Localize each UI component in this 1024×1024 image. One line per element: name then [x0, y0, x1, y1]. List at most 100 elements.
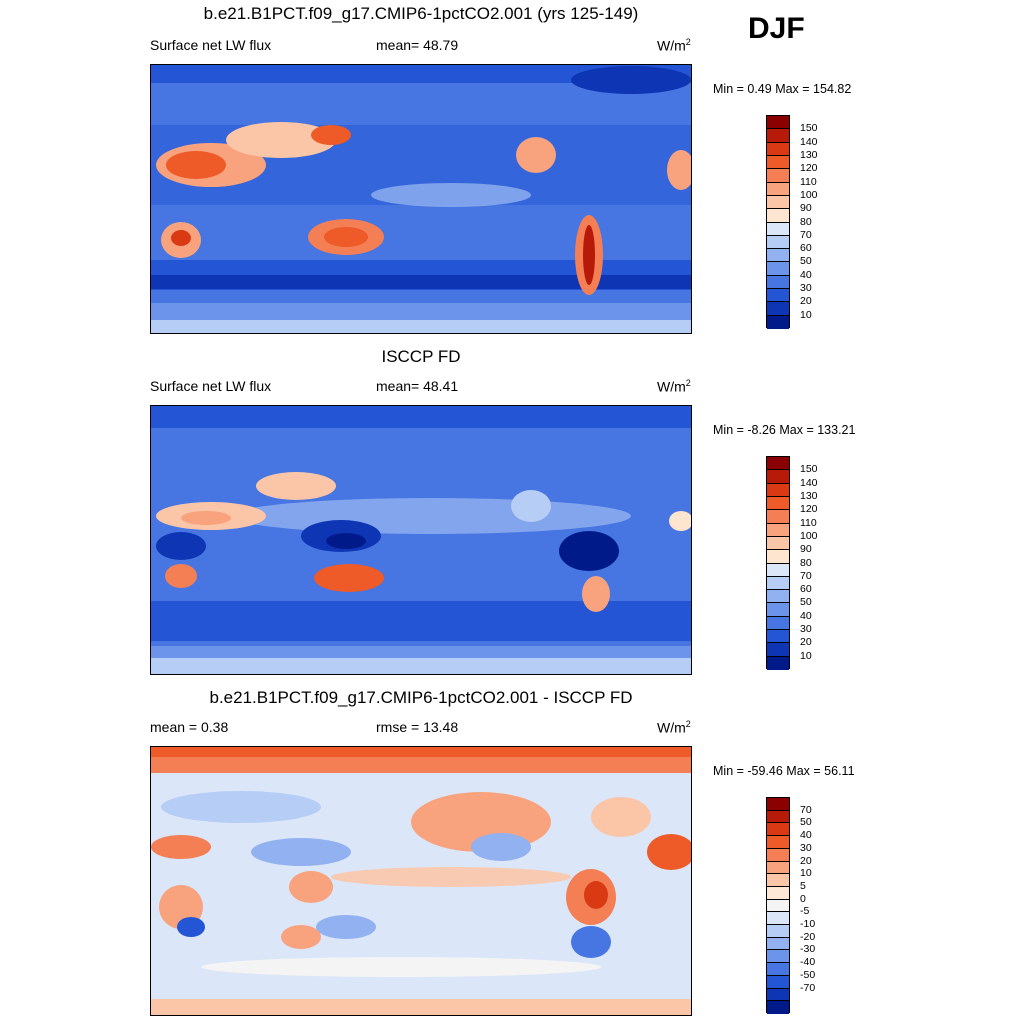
panel-3-colorbar-labels: 70 50 40 30 20 10 5 0 -5 -10 -20 -30 -40 -50 -70 — [800, 797, 840, 1013]
colorbar-tick-label: 5 — [800, 879, 806, 892]
panel-1-colorbar-labels: 150 140 130 120 110 100 90 80 70 60 50 40 30 20 10 — [800, 115, 840, 328]
colorbar-tick-label: 130 — [800, 148, 818, 161]
colorbar-tick-label: 30 — [800, 841, 812, 854]
colorbar-tick-label: 10 — [800, 308, 812, 321]
colorbar-swatch — [767, 315, 789, 329]
colorbar-tick-label: -50 — [800, 968, 816, 981]
colorbar-tick-label: 150 — [800, 122, 818, 135]
colorbar-tick-label: -5 — [800, 905, 810, 918]
colorbar-tick-label: 120 — [800, 503, 818, 516]
colorbar-swatch — [767, 603, 789, 617]
colorbar-tick-label: 110 — [800, 175, 817, 188]
colorbar-swatch — [767, 925, 789, 938]
panel-3-mean-label: mean = 0.38 — [150, 719, 229, 735]
colorbar-swatch — [767, 142, 789, 156]
colorbar-swatch — [767, 810, 789, 824]
colorbar-tick-label: 80 — [800, 215, 812, 228]
panel-1-colorbar — [766, 115, 790, 329]
colorbar-tick-label: 60 — [800, 242, 812, 255]
colorbar-tick-label: 40 — [800, 268, 812, 281]
panel-3-title: b.e21.B1PCT.f09_g17.CMIP6-1pctCO2.001 - … — [209, 688, 633, 707]
colorbar-swatch — [767, 496, 789, 511]
colorbar-tick-label: 20 — [800, 854, 812, 867]
colorbar-swatch — [767, 576, 789, 591]
colorbar-tick-label: 70 — [800, 569, 812, 582]
colorbar-swatch — [767, 235, 789, 250]
colorbar-swatch — [767, 836, 789, 849]
colorbar-swatch — [767, 848, 789, 862]
colorbar-swatch — [767, 823, 789, 837]
panel-1-units: W/m2 — [657, 37, 691, 54]
colorbar-tick-label: 60 — [800, 583, 812, 596]
colorbar-swatch — [767, 129, 789, 143]
panel-2-colorbar — [766, 456, 790, 670]
colorbar-tick-label: 70 — [800, 228, 812, 241]
colorbar-tick-label: 40 — [800, 829, 812, 842]
colorbar-swatch — [767, 275, 789, 290]
colorbar-tick-label: 140 — [800, 135, 818, 148]
panel-3-minmax: Min = -59.46 Max = 56.11 — [713, 764, 855, 778]
colorbar-swatch — [767, 182, 789, 196]
panel-1-title: b.e21.B1PCT.f09_g17.CMIP6-1pctCO2.001 (y… — [203, 4, 639, 23]
colorbar-swatch — [767, 963, 789, 976]
panel-1-variable-label: Surface net LW flux — [150, 37, 272, 53]
colorbar-swatch — [767, 169, 789, 183]
panel-2-mean-label: mean= 48.41 — [376, 378, 459, 394]
colorbar-swatch — [767, 116, 789, 130]
colorbar-swatch — [767, 222, 789, 236]
panel-2-colorbar-labels: 150 140 130 120 110 100 90 80 70 60 50 40 30 20 10 — [800, 456, 840, 669]
colorbar-swatch — [767, 630, 789, 644]
colorbar-tick-label: 110 — [800, 516, 817, 529]
panel-3-rmse-label: rmse = 13.48 — [376, 719, 459, 735]
colorbar-tick-label: -10 — [800, 918, 816, 931]
panel-2-map — [150, 405, 692, 675]
panel-1-mean-label: mean= 48.79 — [376, 37, 459, 53]
colorbar-swatch — [767, 249, 789, 263]
panel-3-units: W/m2 — [657, 719, 691, 736]
panel-3-colorbar — [766, 797, 790, 1014]
colorbar-swatch — [767, 302, 789, 316]
colorbar-tick-label: 40 — [800, 609, 812, 622]
colorbar-swatch — [767, 195, 789, 210]
colorbar-swatch — [767, 912, 789, 926]
colorbar-swatch — [767, 937, 789, 951]
colorbar-tick-label: 80 — [800, 556, 812, 569]
colorbar-tick-label: 50 — [800, 255, 812, 268]
colorbar-swatch — [767, 886, 789, 900]
panel-1-minmax: Min = 0.49 Max = 154.82 — [713, 82, 852, 96]
colorbar-swatch — [767, 563, 789, 577]
colorbar-swatch — [767, 861, 789, 875]
colorbar-tick-label: 70 — [800, 803, 812, 816]
colorbar-tick-label: 120 — [800, 162, 818, 175]
colorbar-tick-label: 30 — [800, 623, 812, 636]
colorbar-swatch — [767, 523, 789, 537]
colorbar-tick-label: 100 — [800, 188, 818, 201]
colorbar-swatch — [767, 643, 789, 657]
colorbar-swatch — [767, 483, 789, 497]
colorbar-swatch — [767, 590, 789, 604]
panel-2-title: ISCCP FD — [381, 347, 461, 366]
colorbar-swatch — [767, 975, 789, 989]
colorbar-tick-label: 130 — [800, 489, 818, 502]
colorbar-swatch — [767, 209, 789, 223]
colorbar-swatch — [767, 510, 789, 524]
colorbar-swatch — [767, 262, 789, 276]
colorbar-tick-label: 90 — [800, 543, 812, 556]
panel-1-map — [150, 64, 692, 334]
colorbar-tick-label: 20 — [800, 295, 812, 308]
colorbar-tick-label: -40 — [800, 956, 816, 969]
colorbar-swatch — [767, 550, 789, 564]
colorbar-tick-label: 20 — [800, 636, 812, 649]
colorbar-tick-label: 10 — [800, 649, 812, 662]
colorbar-swatch — [767, 899, 789, 913]
colorbar-tick-label: -20 — [800, 930, 816, 943]
colorbar-tick-label: -70 — [800, 981, 816, 994]
colorbar-swatch — [767, 950, 789, 964]
colorbar-tick-label: 100 — [800, 529, 818, 542]
colorbar-swatch — [767, 155, 789, 170]
panel-3-map — [150, 746, 692, 1016]
colorbar-tick-label: 150 — [800, 463, 818, 476]
panel-2-variable-label: Surface net LW flux — [150, 378, 272, 394]
colorbar-tick-label: 30 — [800, 282, 812, 295]
panel-2-minmax: Min = -8.26 Max = 133.21 — [713, 423, 856, 437]
